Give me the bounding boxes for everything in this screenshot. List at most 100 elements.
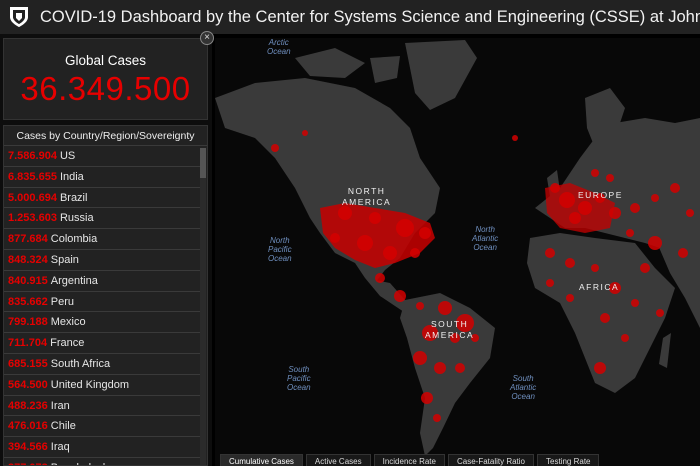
case-bubble <box>591 264 599 272</box>
country-row[interactable]: 394.566 Iraq <box>4 437 200 458</box>
case-bubble <box>369 212 381 224</box>
case-bubble <box>606 174 614 182</box>
case-bubble <box>375 273 385 283</box>
country-case-count: 377.073 <box>8 462 48 465</box>
country-name: Bangladesh <box>51 462 109 465</box>
close-panel-button[interactable]: × <box>200 31 214 45</box>
left-panel: Global Cases 36.349.500 Cases by Country… <box>0 34 212 466</box>
jhu-shield-logo-icon <box>10 7 28 27</box>
country-row[interactable]: 488.236 Iran <box>4 396 200 417</box>
map-canvas[interactable] <box>215 38 700 466</box>
global-cases-label: Global Cases <box>64 53 147 68</box>
country-name: Brazil <box>59 191 88 204</box>
scrollbar-thumb[interactable] <box>200 148 206 178</box>
country-row[interactable]: 7.586.904 US <box>4 146 200 167</box>
case-bubble <box>410 248 420 258</box>
north-atlantic-label: North Atlantic Ocean <box>472 225 499 252</box>
map-tabs: Cumulative Cases Active Cases Incidence Ra… <box>220 454 602 466</box>
case-bubble <box>565 258 575 268</box>
country-case-count: 840.915 <box>8 274 48 287</box>
country-case-count: 711.704 <box>8 337 48 350</box>
case-bubble <box>626 229 634 237</box>
country-list-scrollbar[interactable] <box>200 148 206 465</box>
south-america-label: SOUTH AMERICA <box>425 319 475 340</box>
case-bubble <box>600 313 610 323</box>
country-list-panel[interactable]: Cases by Country/Region/Sovereignty 7.58… <box>3 125 208 466</box>
country-case-count: 848.324 <box>8 253 48 266</box>
case-bubble <box>631 299 639 307</box>
country-row[interactable]: 840.915 Argentina <box>4 271 200 292</box>
case-bubble <box>434 362 446 374</box>
tab-active-cases[interactable]: Active Cases <box>305 454 371 466</box>
country-row[interactable]: 835.662 Peru <box>4 292 200 313</box>
tab-testing-rate[interactable]: Testing Rate <box>537 454 600 466</box>
country-row[interactable]: 5.000.694 Brazil <box>4 188 200 209</box>
case-bubble <box>621 334 629 342</box>
case-bubble <box>394 290 406 302</box>
case-bubble <box>456 314 474 332</box>
case-bubble <box>450 333 460 343</box>
country-list[interactable]: 7.586.904 US 6.835.655 India 5.000.694 Brazil… <box>4 146 200 465</box>
country-name: United Kingdom <box>50 378 130 391</box>
country-name: Mexico <box>50 316 86 329</box>
case-bubble <box>670 183 680 193</box>
case-bubble <box>413 351 427 365</box>
country-row[interactable]: 476.016 Chile <box>4 416 200 438</box>
tab-incidence-rate[interactable]: Incidence Rate <box>373 454 445 466</box>
country-case-count: 799.188 <box>8 316 48 329</box>
case-bubble <box>569 212 581 224</box>
case-bubble <box>471 334 479 342</box>
country-row[interactable]: 877.684 Colombia <box>4 229 200 250</box>
country-name: Spain <box>50 253 79 266</box>
case-bubble <box>271 144 279 152</box>
case-bubble <box>686 209 694 217</box>
country-case-count: 6.835.655 <box>8 170 57 183</box>
case-bubble <box>595 193 605 203</box>
country-case-count: 835.662 <box>8 295 48 308</box>
country-row[interactable]: 1.253.603 Russia <box>4 208 200 230</box>
country-case-count: 394.566 <box>8 441 48 454</box>
country-case-count: 5.000.694 <box>8 191 57 204</box>
tab-cumulative-cases[interactable]: Cumulative Cases <box>220 454 303 466</box>
country-case-count: 877.684 <box>8 233 48 246</box>
country-name: Chile <box>50 420 76 433</box>
country-row[interactable]: 564.500 United Kingdom <box>4 375 200 396</box>
country-case-count: 564.500 <box>8 378 48 391</box>
country-row[interactable]: 377.073Bangladesh <box>4 458 200 465</box>
case-bubble <box>566 294 574 302</box>
case-bubble <box>455 363 465 373</box>
country-row[interactable]: 711.704 France <box>4 333 200 354</box>
country-case-count: 476.016 <box>8 420 48 433</box>
app-header: COVID-19 Dashboard by the Center for Sys… <box>0 0 700 34</box>
case-bubble <box>648 236 662 250</box>
case-bubble <box>651 194 659 202</box>
country-case-count: 7.586.904 <box>8 150 57 162</box>
country-row[interactable]: 685.155 South Africa <box>4 354 200 375</box>
country-row[interactable]: 848.324 Spain <box>4 250 200 271</box>
case-bubble <box>357 235 373 251</box>
case-bubble <box>678 248 688 258</box>
country-case-count: 488.236 <box>8 399 48 412</box>
country-name: South Africa <box>50 357 111 370</box>
country-name: Iraq <box>50 441 70 454</box>
case-bubble <box>609 282 621 294</box>
africa-shape <box>527 233 675 393</box>
tab-case-fatality-ratio[interactable]: Case-Fatality Ratio <box>447 454 535 466</box>
case-bubble <box>302 130 308 136</box>
case-bubble <box>416 302 424 310</box>
africa-label: AFRICA <box>579 282 620 292</box>
world-map[interactable]: Arctic Ocean North Pacific Ocean North A… <box>215 38 700 466</box>
case-bubble <box>433 414 441 422</box>
case-bubble <box>550 183 560 193</box>
country-name: France <box>50 337 85 350</box>
south-pacific-label: South Pacific Ocean <box>287 365 311 392</box>
country-name: India <box>59 170 84 183</box>
country-row[interactable]: 799.188 Mexico <box>4 312 200 334</box>
case-bubble <box>578 201 592 215</box>
case-bubble <box>640 263 650 273</box>
case-bubble <box>419 227 431 239</box>
country-row[interactable]: 6.835.655 India <box>4 167 200 188</box>
country-name: Russia <box>59 212 94 225</box>
case-bubble <box>546 279 554 287</box>
country-case-count: 1.253.603 <box>8 212 57 225</box>
